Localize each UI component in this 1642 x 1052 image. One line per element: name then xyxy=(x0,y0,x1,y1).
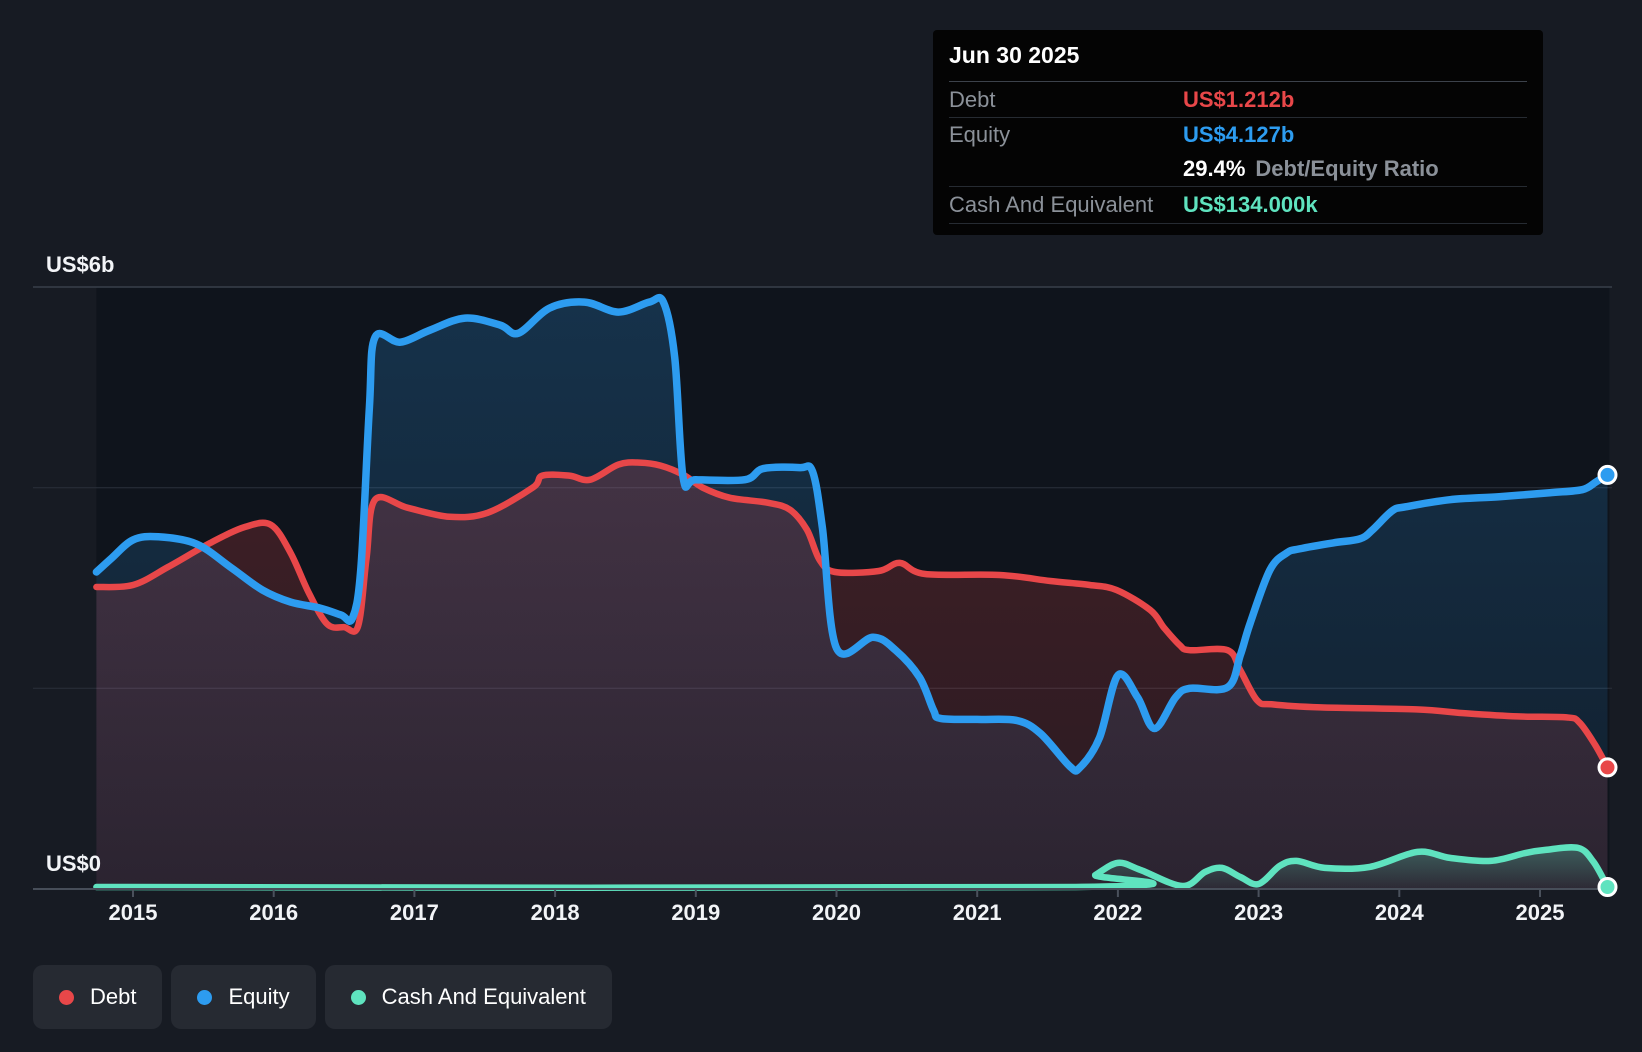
y-axis-label-bottom: US$0 xyxy=(46,851,101,876)
tooltip-equity-label: Equity xyxy=(949,122,1011,147)
tooltip-cash-value: US$134.000k xyxy=(1183,192,1318,217)
tooltip-debt-label: Debt xyxy=(949,86,996,112)
x-axis-label-2025: 2025 xyxy=(1516,900,1565,925)
x-axis-label-2020: 2020 xyxy=(812,900,861,925)
tooltip-ratio-label: Debt/Equity Ratio xyxy=(1255,156,1439,181)
tooltip-debt-value: US$1.212b xyxy=(1183,86,1295,112)
equity-line[interactable] xyxy=(92,293,1612,775)
tooltip-equity-row: Equity US$4.127b xyxy=(949,118,1527,152)
cash-and-equivalent-area xyxy=(96,847,1608,889)
x-axis-label-2017: 2017 xyxy=(390,900,439,925)
legend-item-debt[interactable]: Debt xyxy=(33,965,163,1029)
tooltip-debt-row: Debt US$1.212b xyxy=(949,82,1527,118)
equity-endpoint-dot[interactable] xyxy=(1597,464,1618,485)
tooltip-cash-label: Cash And Equivalent xyxy=(949,192,1154,217)
equity-dot-icon xyxy=(197,989,213,1005)
legend-equity-label: Equity xyxy=(228,984,290,1009)
legend-item-equity[interactable]: Equity xyxy=(171,965,316,1029)
tooltip-ratio-value: 29.4% xyxy=(1183,156,1246,181)
x-axis-label-2019: 2019 xyxy=(671,900,720,925)
debt-dot-icon xyxy=(59,989,74,1005)
debt-area xyxy=(96,462,1608,889)
x-axis-label-2015: 2015 xyxy=(109,900,158,925)
legend-item-cash[interactable]: Cash And Equivalent xyxy=(324,965,612,1029)
x-axis-label-2022: 2022 xyxy=(1093,900,1142,925)
legend-debt-label: Debt xyxy=(90,984,137,1009)
debt-line[interactable] xyxy=(93,459,1611,771)
x-axis-label-2024: 2024 xyxy=(1375,900,1425,925)
tooltip-ratio-row: 29.4% Debt/Equity Ratio xyxy=(949,152,1527,187)
tooltip-panel: Jun 30 2025 Debt US$1.212b Equity US$4.1… xyxy=(933,30,1543,235)
x-axis-label-2018: 2018 xyxy=(531,900,580,925)
x-axis-label-2023: 2023 xyxy=(1234,900,1283,925)
cash-dot-icon xyxy=(350,989,366,1005)
tooltip-cash-row: Cash And Equivalent US$134.000k xyxy=(949,187,1527,224)
cash-and-equivalent-endpoint-dot[interactable] xyxy=(1597,877,1618,897)
legend: Debt Equity Cash And Equivalent xyxy=(33,965,612,1029)
y-axis-label-top: US$6b xyxy=(46,252,114,277)
cash-and-equivalent-line[interactable] xyxy=(93,843,1611,892)
tooltip-equity-value: US$4.127b xyxy=(1183,122,1295,147)
x-axis-label-2016: 2016 xyxy=(249,900,298,925)
debt-endpoint-dot[interactable] xyxy=(1597,757,1618,778)
tooltip-date: Jun 30 2025 xyxy=(949,30,1527,82)
legend-cash-label: Cash And Equivalent xyxy=(381,984,586,1009)
x-axis-label-2021: 2021 xyxy=(953,900,1002,925)
